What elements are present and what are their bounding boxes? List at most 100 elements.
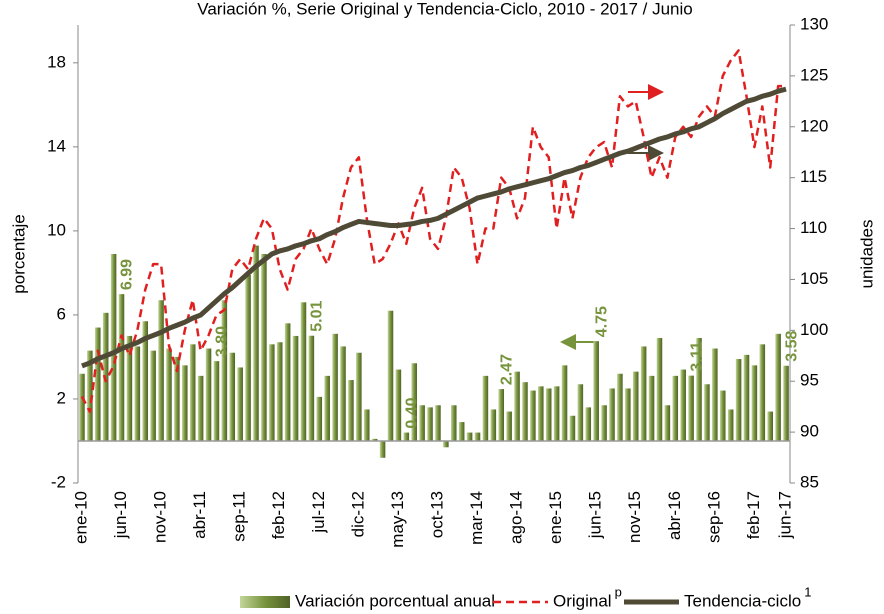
original-line (80, 49, 787, 414)
bar (189, 344, 196, 441)
bar (253, 245, 259, 441)
bar (609, 388, 615, 441)
bar (363, 409, 370, 441)
bar (704, 384, 710, 441)
x-tick-label: ene-10 (71, 491, 90, 544)
bar (522, 382, 528, 441)
legend-label: Original (553, 591, 612, 610)
bar (419, 405, 425, 441)
bar (569, 415, 576, 441)
bar (411, 363, 417, 441)
bar (688, 375, 694, 441)
bar (166, 348, 172, 441)
legend-swatch (240, 596, 290, 608)
x-tick-label: dic-12 (348, 491, 367, 537)
bar (134, 346, 141, 441)
legend-label: Variación porcentual anual (295, 591, 495, 610)
bar (482, 375, 489, 441)
y2-tick-label: 125 (800, 65, 828, 84)
bar (403, 432, 410, 441)
bar (759, 344, 766, 441)
bar (712, 348, 718, 441)
bar (680, 369, 686, 441)
data-label: 3.11 (688, 341, 705, 371)
bar (292, 335, 299, 441)
x-tick-label: ene-15 (546, 491, 565, 544)
bar (458, 422, 465, 441)
x-tick-label: jul-12 (309, 491, 328, 534)
x-tick-label: abr-16 (665, 491, 684, 540)
bar (775, 333, 781, 441)
y-tick-label: -2 (51, 472, 66, 491)
x-tick-label: may-13 (388, 491, 407, 548)
bar (648, 375, 655, 441)
bar (561, 365, 568, 441)
y2-axis-label: unidades (857, 219, 876, 288)
y-tick-label: 18 (47, 52, 66, 71)
y-tick-label: 14 (47, 136, 66, 155)
data-label: 2.47 (498, 354, 515, 385)
bar (656, 338, 663, 441)
bar (245, 275, 251, 441)
bar (150, 350, 156, 441)
bar (356, 352, 362, 441)
x-tick-label: mar-14 (467, 491, 486, 545)
bar (205, 348, 212, 441)
bar (530, 390, 536, 441)
bar (538, 386, 544, 441)
data-label: 6.99 (119, 259, 136, 290)
bar (174, 356, 180, 441)
bar (751, 365, 758, 441)
bar (553, 386, 560, 441)
bar (435, 405, 441, 441)
bar (672, 375, 679, 441)
bar (110, 254, 117, 441)
y2-tick-label: 120 (800, 116, 828, 135)
bar (514, 371, 520, 441)
bar (213, 361, 220, 441)
bar (221, 300, 228, 441)
bar (664, 405, 671, 441)
x-tick-label: jun-15 (586, 491, 605, 539)
bar (284, 323, 291, 441)
x-tick-label: jun-10 (111, 491, 130, 539)
bar (387, 310, 394, 441)
x-tick-label: feb-17 (744, 491, 763, 539)
bar (229, 352, 236, 441)
y2-tick-label: 90 (800, 422, 819, 441)
legend-superscript: p (615, 584, 622, 599)
y-tick-label: 2 (57, 388, 66, 407)
y2-tick-label: 105 (800, 269, 828, 288)
y-tick-label: 6 (57, 304, 66, 323)
x-tick-label: jun-17 (776, 491, 795, 539)
y2-tick-label: 115 (800, 167, 827, 186)
chart-title: Variación %, Serie Original y Tendencia-… (197, 0, 692, 18)
bar (601, 405, 607, 441)
data-label: 0.40 (404, 397, 421, 428)
bar (617, 373, 623, 441)
bar (237, 367, 243, 441)
bar (443, 440, 449, 448)
bar (158, 300, 164, 441)
bar (371, 438, 378, 441)
y2-tick-label: 110 (800, 218, 827, 237)
y2-tick-label: 130 (800, 14, 828, 33)
y-axis-label: porcentaje (9, 214, 28, 293)
data-label: 3.58 (783, 331, 800, 362)
bar (474, 432, 481, 441)
x-tick-label: nov-15 (625, 491, 644, 543)
bar (182, 365, 188, 441)
data-label: 4.75 (593, 306, 610, 337)
legend: Variación porcentual anual Original p Tende… (240, 584, 811, 610)
bar (340, 346, 346, 441)
bar (632, 371, 639, 441)
bar (585, 407, 592, 441)
bar (490, 409, 497, 441)
bar (79, 373, 85, 441)
bar (269, 344, 275, 441)
x-tick-label: feb-12 (269, 491, 288, 539)
x-tick-label: ago-14 (507, 491, 526, 544)
bar (466, 432, 473, 441)
